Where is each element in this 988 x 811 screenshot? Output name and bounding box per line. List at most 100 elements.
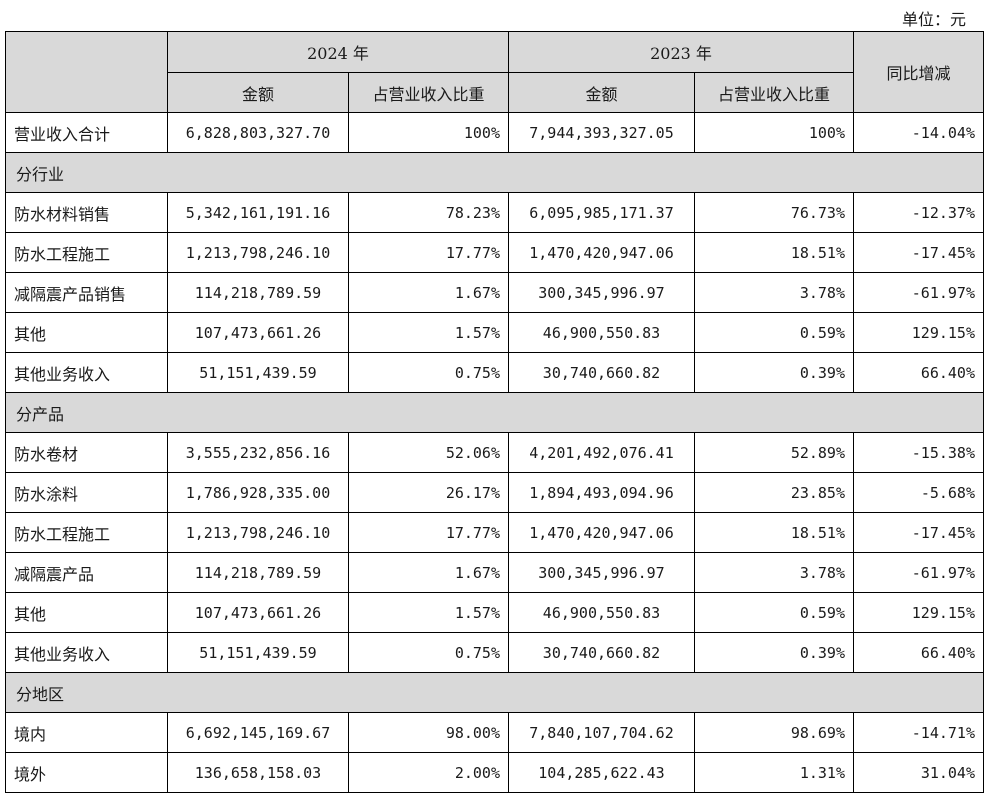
header-ratio-2023: 占营业收入比重 [694,72,854,113]
ratio-2023: 100% [694,112,854,153]
row-label: 营业收入合计 [5,112,168,153]
row-label: 防水工程施工 [5,512,168,553]
revenue-table: 2024 年 2023 年 同比增减 金额 占营业收入比重 金额 占营业收入比重… [5,31,984,793]
yoy-change: 66.40% [853,632,984,673]
amount-2024: 6,828,803,327.70 [167,112,349,153]
amount-2024: 51,151,439.59 [167,632,349,673]
amount-2023: 1,470,420,947.06 [508,512,695,553]
amount-2023: 46,900,550.83 [508,592,695,633]
yoy-change: -61.97% [853,272,984,313]
table-row: 减隔震产品销售 114,218,789.59 1.67% 300,345,996.97… [5,272,984,313]
amount-2023: 30,740,660.82 [508,352,695,393]
amount-2023: 1,894,493,094.96 [508,472,695,513]
section-row: 分地区 [5,672,984,713]
section-row: 分产品 [5,392,984,433]
ratio-2024: 17.77% [348,232,509,273]
header-amount-2024: 金额 [167,72,349,113]
header-blank [5,31,168,113]
total-row: 营业收入合计 6,828,803,327.70 100% 7,944,393,3… [5,112,984,153]
amount-2024: 1,213,798,246.10 [167,512,349,553]
row-label: 其他业务收入 [5,632,168,673]
table-row: 防水工程施工 1,213,798,246.10 17.77% 1,470,420,94… [5,512,984,553]
ratio-2023: 0.39% [694,352,854,393]
table-header: 2024 年 2023 年 同比增减 金额 占营业收入比重 金额 占营业收入比重 [5,31,984,113]
ratio-2023: 3.78% [694,272,854,313]
ratio-2024: 0.75% [348,632,509,673]
section-row: 分行业 [5,152,984,193]
ratio-2023: 0.59% [694,312,854,353]
row-label: 减隔震产品 [5,552,168,593]
yoy-change: 129.15% [853,592,984,633]
ratio-2024: 1.67% [348,552,509,593]
ratio-2024: 0.75% [348,352,509,393]
yoy-change: -14.71% [853,712,984,753]
amount-2023: 300,345,996.97 [508,272,695,313]
row-label: 其他业务收入 [5,352,168,393]
ratio-2024: 26.17% [348,472,509,513]
table-row: 其他业务收入 51,151,439.59 0.75% 30,740,660.82 0.3… [5,632,984,673]
yoy-change: -61.97% [853,552,984,593]
yoy-change: -5.68% [853,472,984,513]
row-label: 减隔震产品销售 [5,272,168,313]
amount-2023: 30,740,660.82 [508,632,695,673]
row-label: 防水卷材 [5,432,168,473]
amount-2024: 136,658,158.03 [167,752,349,793]
amount-2023: 7,944,393,327.05 [508,112,695,153]
ratio-2024: 1.67% [348,272,509,313]
ratio-2023: 76.73% [694,192,854,233]
ratio-2024: 1.57% [348,312,509,353]
table-body: 营业收入合计 6,828,803,327.70 100% 7,944,393,3… [5,112,984,793]
amount-2023: 1,470,420,947.06 [508,232,695,273]
ratio-2024: 98.00% [348,712,509,753]
amount-2024: 3,555,232,856.16 [167,432,349,473]
table-row: 防水材料销售 5,342,161,191.16 78.23% 6,095,985,17… [5,192,984,233]
row-label: 境内 [5,712,168,753]
yoy-change: 66.40% [853,352,984,393]
row-label: 防水材料销售 [5,192,168,233]
ratio-2024: 100% [348,112,509,153]
section-title: 分行业 [5,152,984,193]
yoy-change: -17.45% [853,232,984,273]
ratio-2023: 1.31% [694,752,854,793]
amount-2024: 1,213,798,246.10 [167,232,349,273]
ratio-2024: 1.57% [348,592,509,633]
table-row: 其他 107,473,661.26 1.57% 46,900,550.83 0.59% 1… [5,312,984,353]
row-label: 其他 [5,312,168,353]
ratio-2023: 0.59% [694,592,854,633]
amount-2023: 4,201,492,076.41 [508,432,695,473]
table-row: 境外 136,658,158.03 2.00% 104,285,622.43 1.31%… [5,752,984,793]
header-year-2024: 2024 年 [167,31,509,73]
table-row: 防水卷材 3,555,232,856.16 52.06% 4,201,492,076.… [5,432,984,473]
yoy-change: 31.04% [853,752,984,793]
ratio-2023: 98.69% [694,712,854,753]
amount-2023: 7,840,107,704.62 [508,712,695,753]
table-row: 减隔震产品 114,218,789.59 1.67% 300,345,996.97 3.… [5,552,984,593]
amount-2024: 114,218,789.59 [167,552,349,593]
ratio-2024: 52.06% [348,432,509,473]
yoy-change: -14.04% [853,112,984,153]
amount-2023: 6,095,985,171.37 [508,192,695,233]
amount-2023: 46,900,550.83 [508,312,695,353]
amount-2024: 107,473,661.26 [167,592,349,633]
section-title: 分地区 [5,672,984,713]
unit-label: 单位：元 [901,10,966,29]
table-row: 其他业务收入 51,151,439.59 0.75% 30,740,660.82 0.3… [5,352,984,393]
table-row: 防水涂料 1,786,928,335.00 26.17% 1,894,493,094.… [5,472,984,513]
section-title: 分产品 [5,392,984,433]
amount-2024: 1,786,928,335.00 [167,472,349,513]
header-year-2023: 2023 年 [508,31,854,73]
amount-2024: 107,473,661.26 [167,312,349,353]
ratio-2023: 52.89% [694,432,854,473]
yoy-change: 129.15% [853,312,984,353]
row-label: 防水涂料 [5,472,168,513]
header-yoy: 同比增减 [853,31,984,113]
table-row: 境内 6,692,145,169.67 98.00% 7,840,107,704.62… [5,712,984,753]
ratio-2024: 2.00% [348,752,509,793]
yoy-change: -15.38% [853,432,984,473]
row-label: 境外 [5,752,168,793]
header-ratio-2024: 占营业收入比重 [348,72,509,113]
ratio-2023: 18.51% [694,512,854,553]
amount-2023: 300,345,996.97 [508,552,695,593]
table-row: 其他 107,473,661.26 1.57% 46,900,550.83 0.59% 1… [5,592,984,633]
amount-2024: 114,218,789.59 [167,272,349,313]
